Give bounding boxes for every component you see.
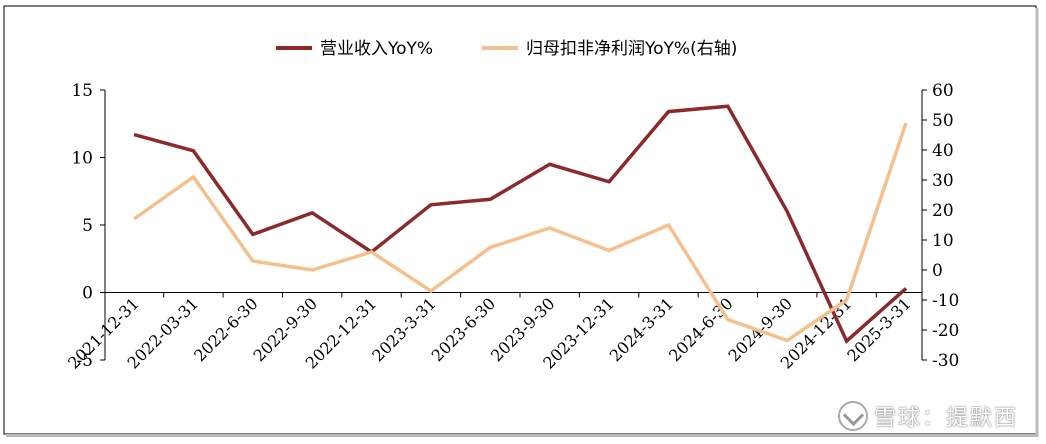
legend-item-revenue-label: 营业收入YoY% [320, 39, 433, 59]
snowball-logo-icon [837, 401, 868, 431]
right-axis-tick-label: 60 [932, 81, 954, 101]
left-axis-tick-label: -5 [76, 351, 93, 371]
right-axis-tick-label: 40 [932, 141, 954, 161]
watermark: 雪球：提默西 [837, 400, 1018, 432]
right-axis-tick-label: -30 [932, 351, 959, 371]
left-axis-tick-label: 0 [82, 284, 93, 304]
series-line-revenue [133, 104, 908, 344]
legend-item-net-profit-label: 归母扣非净利润YoY%(右轴) [526, 39, 737, 59]
chart-series [132, 104, 908, 344]
series-line-net-profit [132, 122, 908, 343]
right-axis-tick-label: 10 [932, 231, 954, 251]
chart-legend: 营业收入YoY% 归母扣非净利润YoY%(右轴) [276, 39, 737, 59]
left-axis-tick-label: 10 [71, 149, 93, 169]
right-axis-tick-label: 0 [932, 261, 943, 281]
right-axis-tick-label: -10 [932, 291, 959, 311]
right-axis-tick-label: 50 [932, 111, 954, 131]
right-axis-tick-label: 20 [932, 201, 954, 221]
left-axis-tick-label: 5 [82, 216, 93, 236]
watermark-text: 雪球：提默西 [873, 406, 1018, 431]
right-axis-tick-label: 30 [932, 171, 954, 191]
x-axis-tick-label: 2025-3-31 [843, 294, 914, 365]
left-axis-tick-label: 15 [71, 81, 93, 101]
chart-axes: -5051015-30-20-1001020304050602021-12-31… [64, 81, 959, 373]
right-axis-tick-label: -20 [932, 321, 959, 341]
